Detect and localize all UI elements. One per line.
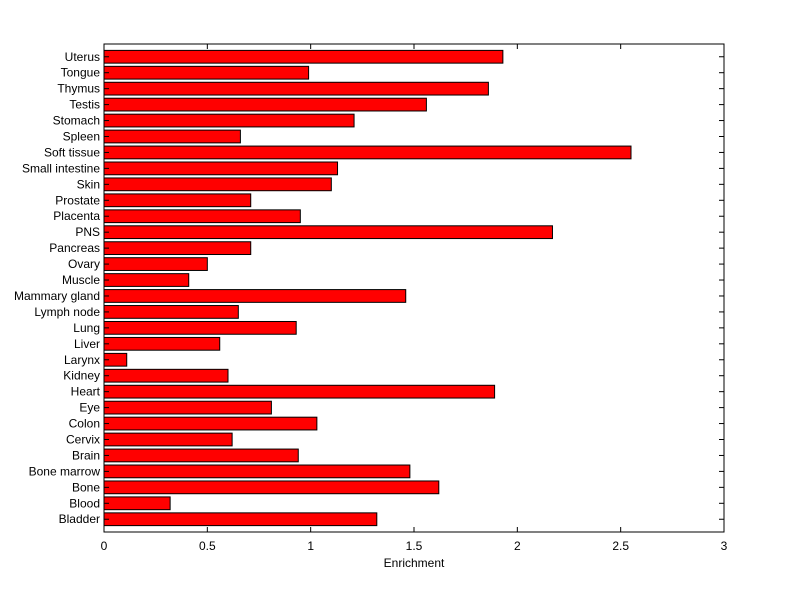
bar-muscle bbox=[103, 273, 190, 287]
bar-placenta bbox=[103, 209, 301, 224]
bar-thymus bbox=[103, 81, 489, 96]
bar-liver bbox=[103, 336, 221, 351]
y-tick-label-blood: Blood bbox=[69, 496, 100, 510]
bar-blood bbox=[103, 496, 171, 511]
y-tick-label-lung: Lung bbox=[73, 321, 100, 335]
y-tick-label-testis: Testis bbox=[69, 98, 100, 112]
bar-pns bbox=[103, 225, 553, 240]
x-tick-label-3: 1.5 bbox=[406, 539, 423, 553]
bar-pancreas bbox=[103, 241, 252, 256]
y-tick-label-placenta: Placenta bbox=[53, 209, 100, 223]
bar-lymph-node bbox=[103, 305, 239, 319]
x-tick-label-6: 3 bbox=[721, 539, 728, 553]
y-tick-label-ovary: Ovary bbox=[68, 257, 100, 271]
bars-group bbox=[103, 49, 632, 527]
bar-eye bbox=[103, 400, 272, 415]
y-tick-label-eye: Eye bbox=[79, 401, 100, 415]
bar-bone bbox=[103, 480, 440, 495]
y-tick-label-cervix: Cervix bbox=[66, 433, 100, 447]
y-tick-label-bladder: Bladder bbox=[59, 512, 100, 526]
y-tick-marks bbox=[104, 56, 724, 520]
bar-mammary-gland bbox=[103, 289, 407, 303]
bar-skin bbox=[103, 177, 332, 192]
y-tick-label-skin: Skin bbox=[77, 177, 100, 191]
x-tick-label-0: 0 bbox=[101, 539, 108, 553]
y-tick-label-tongue: Tongue bbox=[61, 66, 101, 80]
y-tick-label-soft-tissue: Soft tissue bbox=[44, 145, 100, 159]
y-tick-label-uterus: Uterus bbox=[65, 50, 100, 64]
bar-testis bbox=[103, 97, 427, 112]
bar-soft-tissue bbox=[103, 145, 632, 160]
bar-stomach bbox=[103, 113, 355, 128]
y-tick-label-spleen: Spleen bbox=[63, 129, 100, 143]
y-tick-label-small-intestine: Small intestine bbox=[22, 161, 100, 175]
y-tick-label-prostate: Prostate bbox=[55, 193, 100, 207]
bar-colon bbox=[103, 416, 318, 431]
x-tick-label-4: 2 bbox=[514, 539, 521, 553]
y-tick-label-pns: PNS bbox=[75, 225, 100, 239]
x-tick-label-2: 1 bbox=[307, 539, 314, 553]
x-tick-label-1: 0.5 bbox=[199, 539, 216, 553]
bar-uterus bbox=[103, 49, 504, 64]
x-tick-labels: 0 0.5 1 1.5 2 2.5 3 bbox=[101, 539, 728, 553]
y-tick-label-thymus: Thymus bbox=[57, 82, 100, 96]
y-tick-label-stomach: Stomach bbox=[53, 114, 100, 128]
bar-small-intestine bbox=[103, 161, 339, 176]
y-tick-label-larynx: Larynx bbox=[64, 353, 100, 367]
bar-ovary bbox=[103, 257, 208, 271]
bar-cervix bbox=[103, 432, 233, 447]
y-tick-label-bone: Bone bbox=[72, 480, 100, 494]
y-tick-label-lymph-node: Lymph node bbox=[34, 305, 100, 319]
y-tick-label-liver: Liver bbox=[74, 337, 100, 351]
bar-bone-marrow bbox=[103, 464, 411, 479]
y-tick-label-brain: Brain bbox=[72, 448, 100, 462]
bar-brain bbox=[103, 448, 299, 463]
y-tick-label-colon: Colon bbox=[69, 417, 100, 431]
axes-frame bbox=[103, 43, 725, 533]
y-tick-label-kidney: Kidney bbox=[63, 369, 100, 383]
y-tick-label-bone-marrow: Bone marrow bbox=[29, 464, 101, 478]
bar-spleen bbox=[103, 129, 241, 144]
bar-heart bbox=[103, 384, 496, 399]
y-tick-label-muscle: Muscle bbox=[62, 273, 100, 287]
bar-tongue bbox=[103, 65, 310, 80]
bar-bladder bbox=[103, 512, 378, 527]
x-tick-label-5: 2.5 bbox=[612, 539, 629, 553]
y-tick-label-pancreas: Pancreas bbox=[49, 241, 100, 255]
bar-lung bbox=[103, 320, 297, 335]
bar-kidney bbox=[103, 368, 229, 383]
y-tick-label-heart: Heart bbox=[71, 385, 101, 399]
bar-prostate bbox=[103, 193, 252, 208]
x-axis-label: Enrichment bbox=[384, 556, 445, 570]
y-tick-label-mammary-gland: Mammary gland bbox=[14, 289, 100, 303]
